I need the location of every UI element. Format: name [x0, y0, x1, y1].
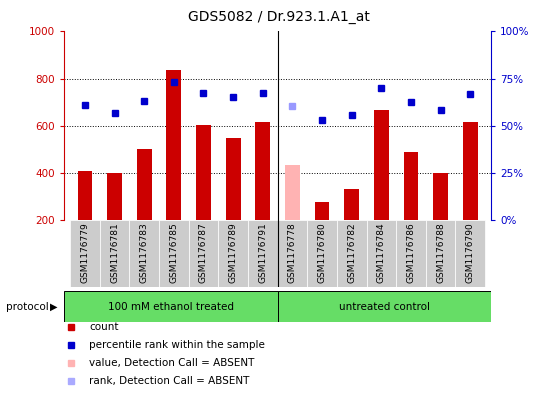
- Text: GSM1176783: GSM1176783: [140, 222, 149, 283]
- Text: count: count: [89, 322, 119, 332]
- Bar: [107, 173, 122, 220]
- Text: GSM1176787: GSM1176787: [199, 222, 208, 283]
- Bar: [248, 220, 278, 287]
- Bar: [159, 220, 189, 287]
- Text: GSM1176788: GSM1176788: [436, 222, 445, 283]
- Bar: [337, 220, 367, 287]
- Bar: [137, 149, 152, 220]
- Bar: [396, 220, 426, 287]
- Text: GSM1176782: GSM1176782: [347, 222, 356, 283]
- Text: value, Detection Call = ABSENT: value, Detection Call = ABSENT: [89, 358, 254, 368]
- Text: 100 mM ethanol treated: 100 mM ethanol treated: [108, 301, 234, 312]
- Text: GSM1176778: GSM1176778: [288, 222, 297, 283]
- Bar: [374, 110, 389, 220]
- Bar: [166, 70, 181, 220]
- Bar: [278, 220, 307, 287]
- Bar: [218, 220, 248, 287]
- Text: GSM1176789: GSM1176789: [229, 222, 238, 283]
- Bar: [226, 138, 240, 220]
- Bar: [403, 152, 418, 220]
- Text: GSM1176784: GSM1176784: [377, 222, 386, 283]
- Text: GSM1176791: GSM1176791: [258, 222, 267, 283]
- Bar: [315, 202, 329, 220]
- Bar: [70, 220, 100, 287]
- Text: percentile rank within the sample: percentile rank within the sample: [89, 340, 265, 350]
- Bar: [463, 122, 478, 220]
- Bar: [196, 125, 211, 220]
- Bar: [285, 165, 300, 220]
- Bar: [189, 220, 218, 287]
- Text: rank, Detection Call = ABSENT: rank, Detection Call = ABSENT: [89, 376, 249, 386]
- Bar: [367, 220, 396, 287]
- Bar: [78, 171, 92, 220]
- Text: GDS5082 / Dr.923.1.A1_at: GDS5082 / Dr.923.1.A1_at: [188, 10, 370, 24]
- Text: GSM1176790: GSM1176790: [466, 222, 475, 283]
- Bar: [256, 122, 270, 220]
- Bar: [433, 173, 448, 220]
- Text: protocol: protocol: [6, 301, 49, 312]
- Bar: [307, 220, 337, 287]
- Bar: [455, 220, 485, 287]
- Text: GSM1176779: GSM1176779: [80, 222, 89, 283]
- Bar: [129, 220, 159, 287]
- Text: ▶: ▶: [50, 301, 57, 312]
- Bar: [277, 291, 491, 322]
- Text: GSM1176780: GSM1176780: [318, 222, 326, 283]
- Text: GSM1176781: GSM1176781: [110, 222, 119, 283]
- Text: GSM1176785: GSM1176785: [169, 222, 179, 283]
- Bar: [426, 220, 455, 287]
- Bar: [100, 220, 129, 287]
- Text: untreated control: untreated control: [339, 301, 430, 312]
- Bar: [344, 189, 359, 220]
- Text: GSM1176786: GSM1176786: [406, 222, 416, 283]
- Bar: [64, 291, 277, 322]
